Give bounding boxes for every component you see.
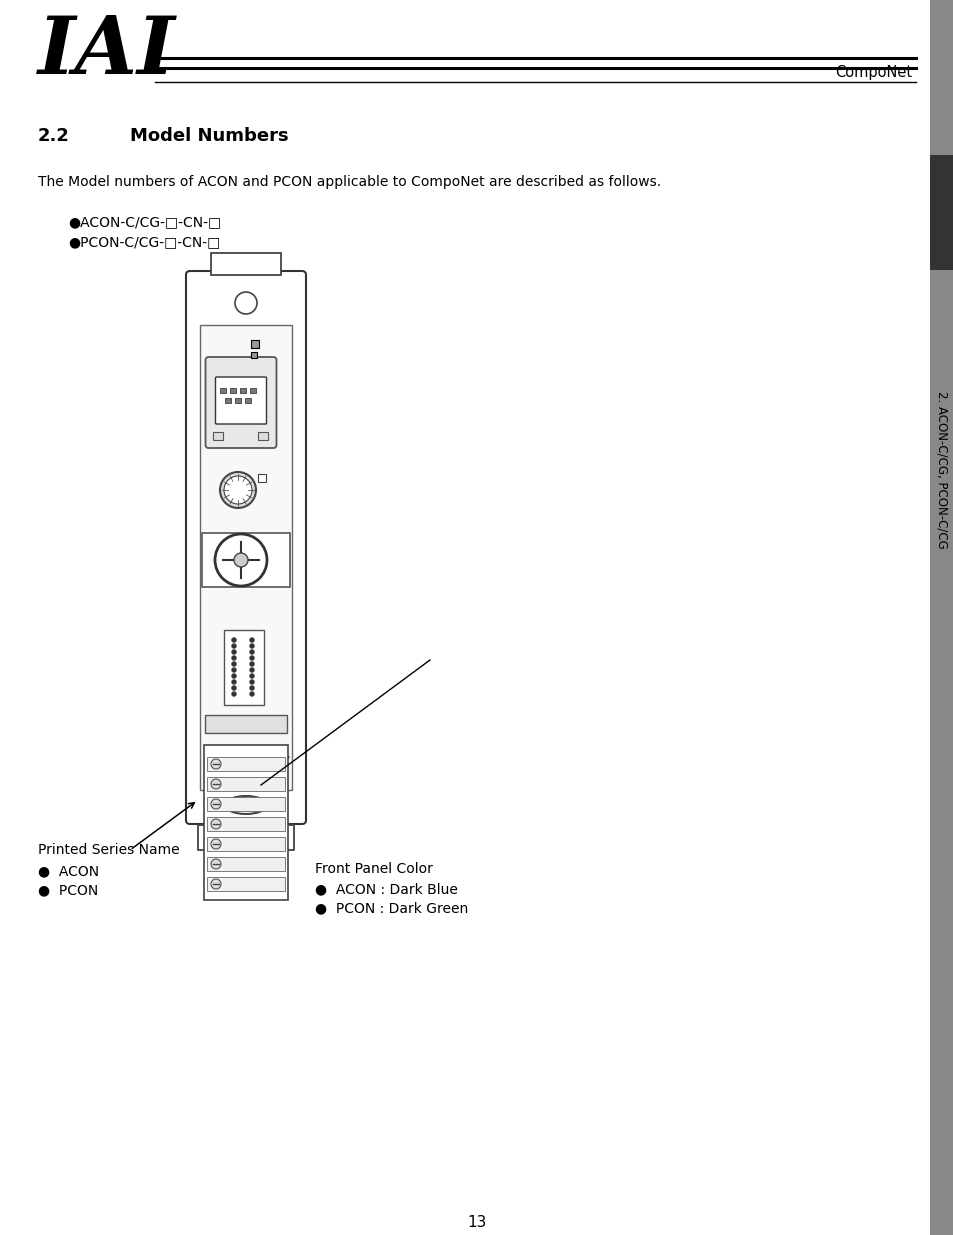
Circle shape	[234, 291, 256, 314]
Circle shape	[250, 667, 254, 673]
Bar	[235, 398, 241, 403]
Text: IAI: IAI	[38, 12, 175, 90]
Circle shape	[250, 673, 254, 678]
Bar	[204, 745, 288, 900]
Bar	[207, 837, 285, 851]
Circle shape	[220, 472, 255, 508]
Text: 2.2: 2.2	[38, 127, 70, 144]
Circle shape	[250, 692, 254, 697]
Text: ●PCON-C/CG-□-CN-□: ●PCON-C/CG-□-CN-□	[68, 235, 220, 249]
Bar	[929, 156, 953, 270]
Text: 2. ACON-C/CG, PCON-C/CG: 2. ACON-C/CG, PCON-C/CG	[935, 391, 947, 548]
Circle shape	[211, 760, 221, 769]
Circle shape	[211, 779, 221, 789]
Circle shape	[250, 643, 254, 648]
Bar	[224, 630, 264, 705]
Circle shape	[232, 662, 236, 667]
Circle shape	[250, 679, 254, 684]
Bar	[240, 388, 246, 393]
Bar	[257, 474, 266, 482]
Circle shape	[250, 656, 254, 661]
Bar	[231, 388, 236, 393]
Text: ●  ACON : Dark Blue: ● ACON : Dark Blue	[314, 882, 457, 897]
Circle shape	[232, 643, 236, 648]
Circle shape	[224, 475, 252, 504]
Circle shape	[232, 637, 236, 642]
Bar	[213, 432, 223, 440]
Text: Front Panel Color: Front Panel Color	[314, 862, 433, 876]
Ellipse shape	[225, 797, 267, 814]
Circle shape	[232, 673, 236, 678]
Bar	[225, 398, 232, 403]
Circle shape	[211, 819, 221, 829]
Circle shape	[211, 860, 221, 869]
Text: Model Numbers: Model Numbers	[130, 127, 289, 144]
Circle shape	[211, 879, 221, 889]
Text: ●  PCON : Dark Green: ● PCON : Dark Green	[314, 902, 468, 915]
Bar	[200, 325, 292, 790]
Bar	[929, 0, 953, 1235]
Bar	[205, 715, 287, 734]
Bar	[220, 388, 226, 393]
Circle shape	[232, 650, 236, 655]
Circle shape	[232, 679, 236, 684]
Bar	[245, 398, 252, 403]
Text: 13: 13	[467, 1215, 486, 1230]
FancyBboxPatch shape	[215, 377, 266, 424]
Bar	[207, 857, 285, 871]
Bar	[207, 818, 285, 831]
Text: Printed Series Name: Printed Series Name	[38, 844, 179, 857]
Bar	[202, 534, 290, 587]
FancyBboxPatch shape	[186, 270, 306, 824]
Text: The Model numbers of ACON and PCON applicable to CompoNet are described as follo: The Model numbers of ACON and PCON appli…	[38, 175, 660, 189]
Bar	[207, 757, 285, 771]
Circle shape	[211, 839, 221, 848]
Bar	[207, 877, 285, 890]
Circle shape	[211, 799, 221, 809]
Bar	[258, 432, 268, 440]
Circle shape	[250, 662, 254, 667]
Circle shape	[214, 534, 267, 585]
Bar	[211, 253, 281, 275]
Circle shape	[232, 685, 236, 690]
Bar	[251, 352, 256, 358]
Circle shape	[233, 553, 248, 567]
Circle shape	[232, 667, 236, 673]
Bar	[251, 340, 258, 348]
FancyBboxPatch shape	[225, 827, 267, 858]
Text: ●  PCON: ● PCON	[38, 883, 98, 897]
Circle shape	[232, 692, 236, 697]
Text: CompoNet: CompoNet	[834, 64, 911, 79]
Circle shape	[232, 656, 236, 661]
Bar	[207, 797, 285, 811]
Bar	[251, 388, 256, 393]
Circle shape	[250, 650, 254, 655]
Text: ●  ACON: ● ACON	[38, 864, 99, 878]
Circle shape	[250, 685, 254, 690]
Bar	[207, 777, 285, 790]
Circle shape	[250, 637, 254, 642]
FancyBboxPatch shape	[205, 357, 276, 448]
Text: ●ACON-C/CG-□-CN-□: ●ACON-C/CG-□-CN-□	[68, 215, 221, 228]
